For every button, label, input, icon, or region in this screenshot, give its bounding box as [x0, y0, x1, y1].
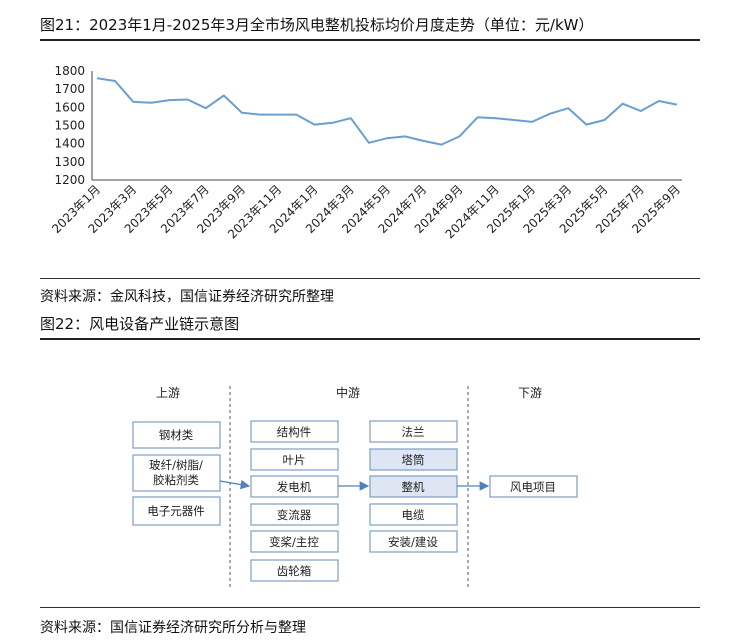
y-tick-label: 1200: [54, 173, 85, 187]
upstream-box-electronics: [132, 496, 221, 526]
mid-label-flange: 法兰: [402, 425, 425, 439]
figure-22-title: 图22：风电设备产业链示意图: [40, 315, 240, 333]
title-rule: [40, 39, 700, 41]
arrow-upstream-to-generator: [219, 479, 251, 490]
mid-label-generator: 发电机: [277, 480, 312, 494]
upstream-label-electronics: 电子元器件: [147, 504, 205, 518]
mid-box-blade: [250, 448, 339, 471]
mid-box-install: [369, 530, 458, 553]
chart-bottom-rule: [40, 278, 700, 279]
price-line-chart: 1200 1300 1400 1500 1600 1700 1800 2023年1月2023…: [49, 64, 683, 241]
industry-chain-diagram: 上游 中游 下游 钢材类 玻纤/树脂/ 胶粘剂类 电子元器件 结构件 叶片 发电…: [132, 385, 578, 590]
mid-label-cable: 电缆: [402, 508, 425, 522]
mid-box-flange: [369, 420, 458, 443]
figure-22-source: 资料来源：国信证券经济研究所分析与整理: [40, 620, 306, 636]
series-line: [96, 77, 678, 146]
mid-box-gearbox: [250, 559, 339, 582]
figure-21-title: 图21：2023年1月-2025年3月全市场风电整机投标均价月度走势（单位：元/…: [40, 16, 594, 34]
upstream-box-fiber: [132, 454, 221, 492]
mid-box-converter: [250, 503, 339, 526]
figure-21-source: 资料来源：金风科技，国信证券经济研究所整理: [40, 289, 334, 305]
mid-label-blade: 叶片: [283, 453, 306, 467]
mid-label-structure: 结构件: [277, 425, 312, 439]
mid-box-tower: [369, 448, 458, 471]
downstream-label-project: 风电项目: [510, 480, 556, 494]
series-layer: [96, 77, 678, 146]
y-tick-label: 1500: [54, 119, 85, 133]
y-tick-label: 1600: [54, 100, 85, 114]
diagram-bottom-rule: [40, 607, 700, 608]
mid-box-structure: [250, 420, 339, 443]
upstream-label-fiber-1: 玻纤/树脂/: [149, 458, 203, 472]
mid-label-install: 安装/建设: [388, 535, 438, 549]
upstream-box-steel: [132, 421, 221, 449]
mid-label-converter: 变流器: [277, 508, 312, 522]
mid-box-cable: [369, 503, 458, 526]
mid-box-pitch: [250, 530, 339, 553]
mid-label-pitch: 变桨/主控: [269, 535, 319, 549]
x-axis: 2023年1月2023年3月2023年5月2023年7月2023年9月2023年…: [49, 179, 683, 241]
y-tick-label: 1700: [54, 82, 85, 96]
mid-label-tower: 塔筒: [402, 453, 425, 467]
upstream-label-fiber-2: 胶粘剂类: [153, 473, 199, 487]
downstream-box-project: [489, 475, 578, 498]
upstream-label-steel: 钢材类: [159, 428, 194, 442]
downstream-heading: 下游: [518, 386, 542, 400]
y-tick-label: 1800: [54, 64, 85, 78]
upstream-heading: 上游: [156, 386, 180, 400]
midstream-heading: 中游: [336, 385, 360, 400]
title-rule-2: [40, 338, 700, 340]
y-tick-label: 1400: [54, 137, 85, 151]
mid-label-gearbox: 齿轮箱: [277, 564, 312, 578]
y-axis: 1200 1300 1400 1500 1600 1700 1800: [54, 64, 93, 187]
mid-label-turbine: 整机: [402, 480, 425, 494]
y-tick-label: 1300: [54, 155, 85, 169]
